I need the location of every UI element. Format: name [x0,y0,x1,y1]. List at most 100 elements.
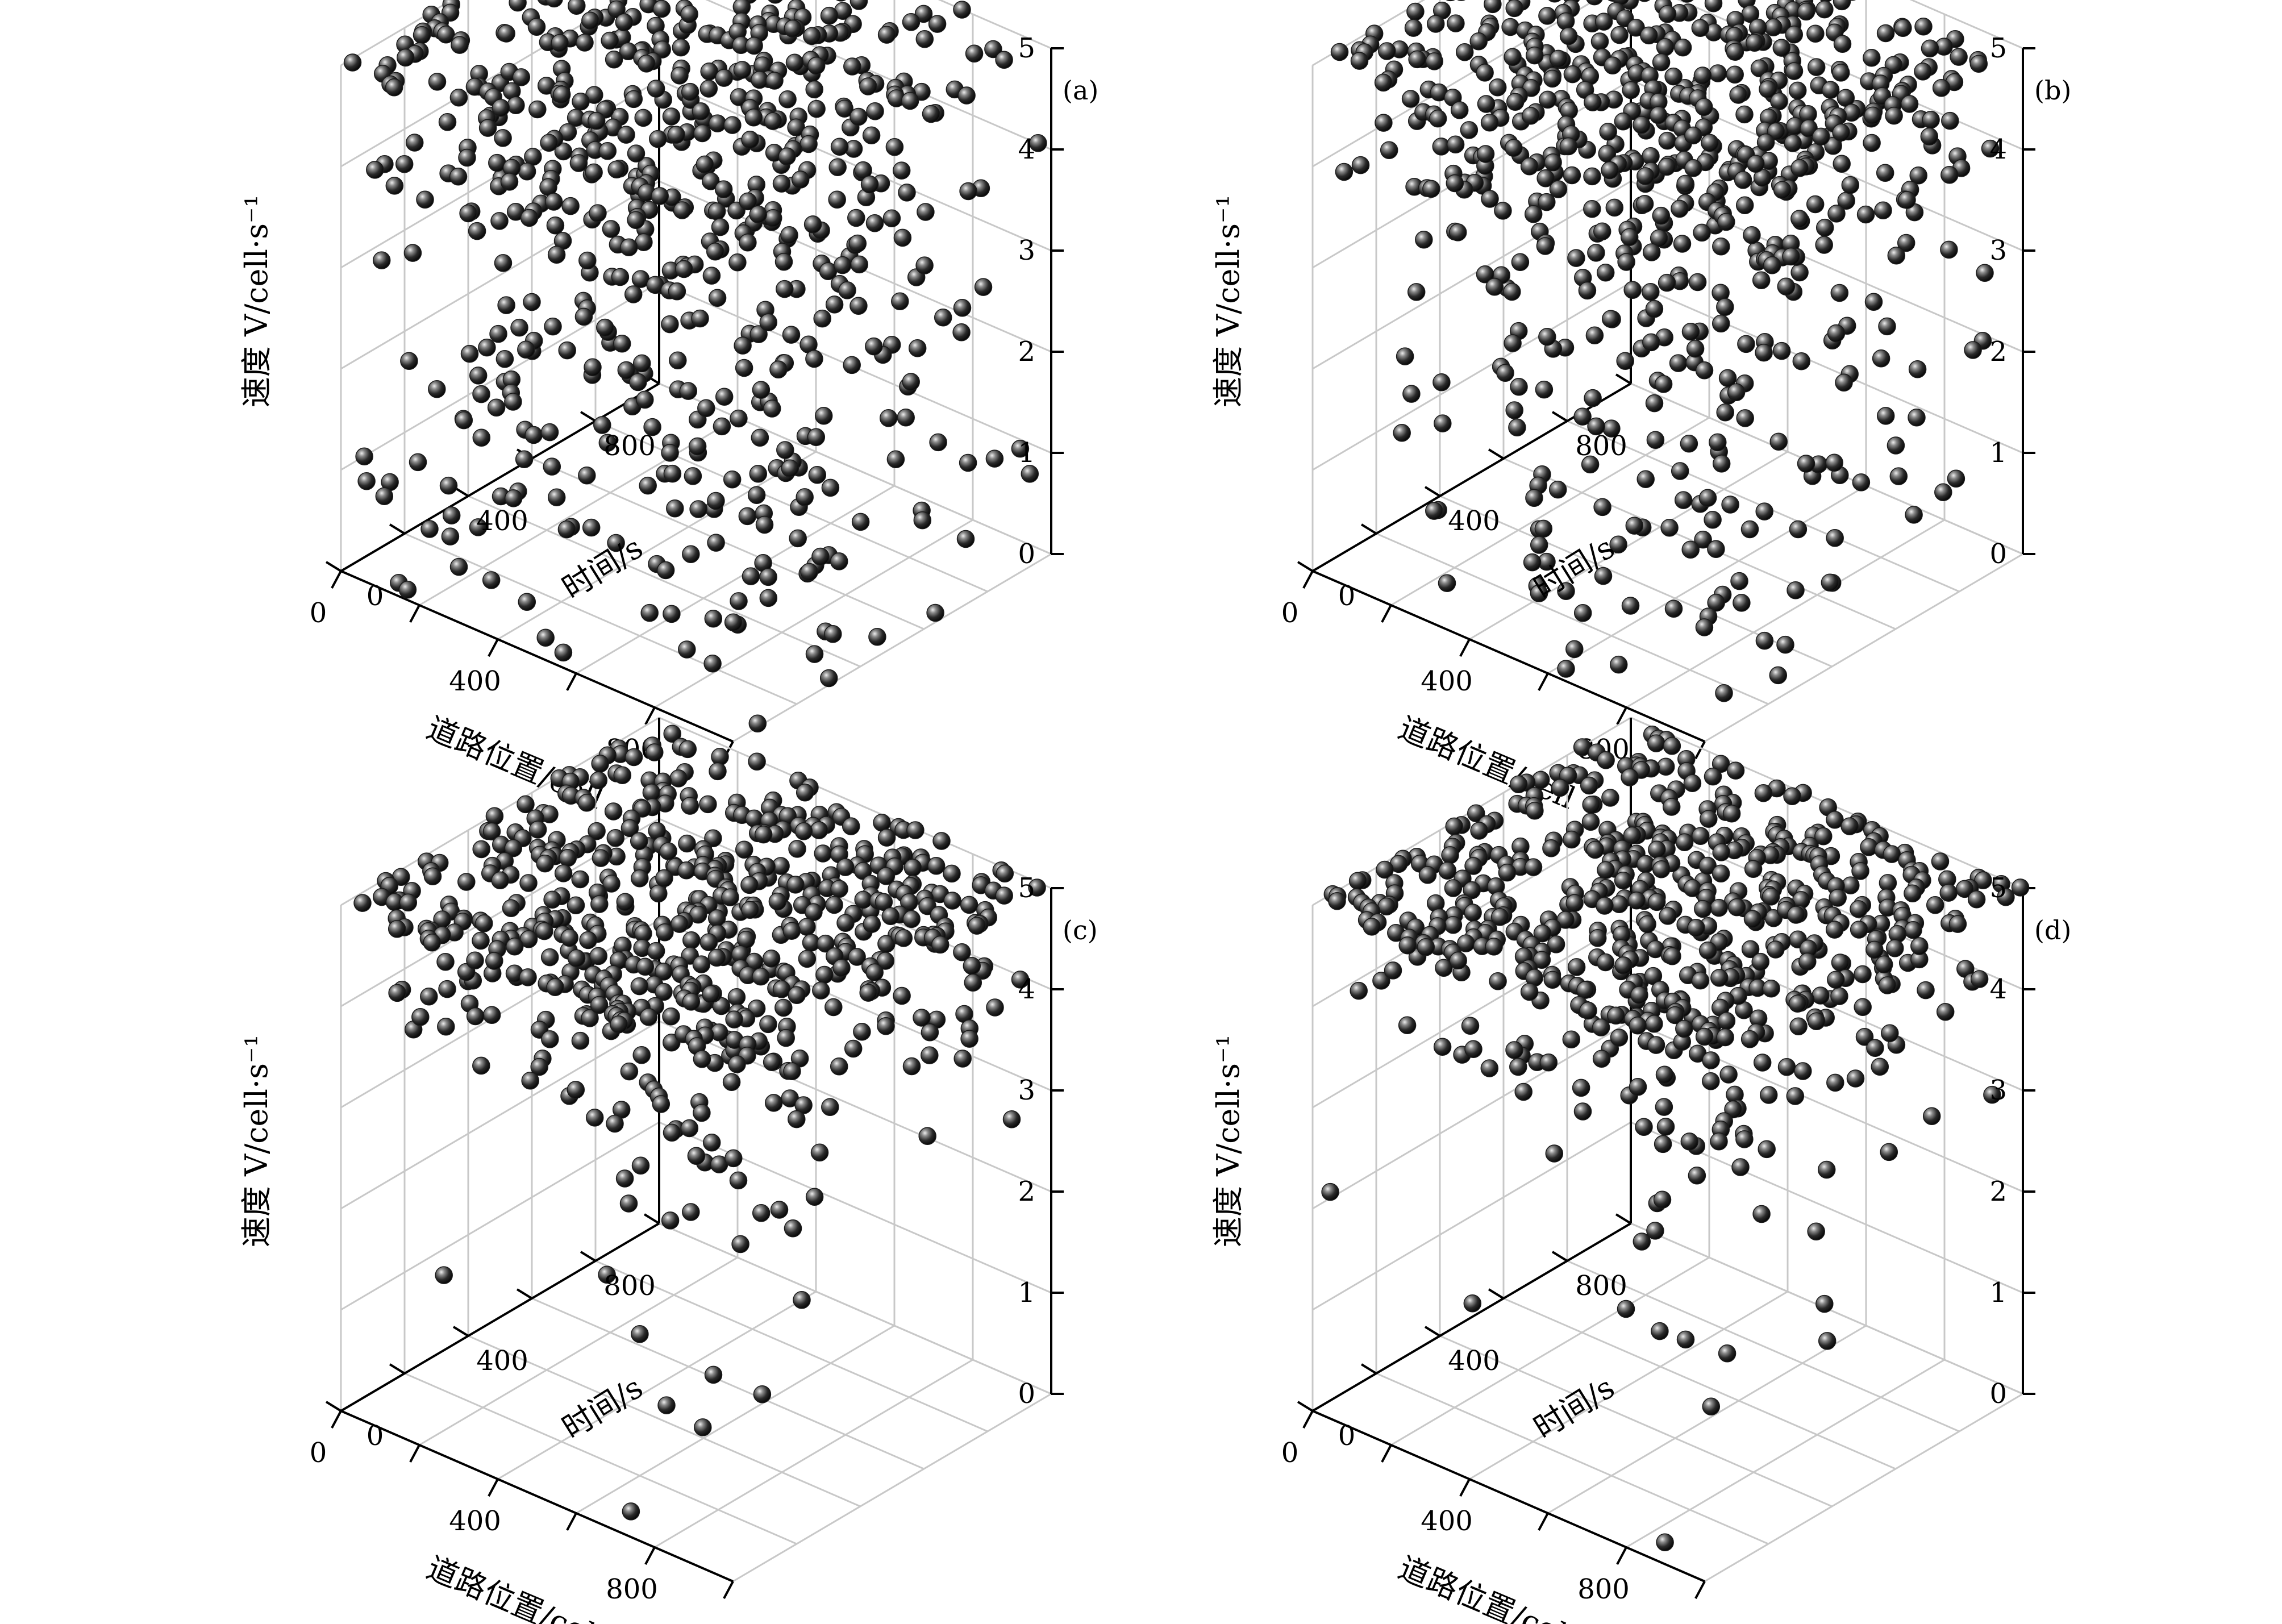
data-point [1669,354,1688,372]
x-tick-label: 800 [1577,1573,1630,1605]
data-point [1694,900,1712,918]
data-point [1931,852,1950,871]
data-point [659,842,677,860]
data-point [589,771,608,790]
data-point [1788,994,1807,1013]
data-point [751,70,769,89]
data-point [914,5,933,23]
data-point [489,324,507,343]
data-point [1476,265,1494,284]
data-point [1735,196,1754,215]
data-point [772,174,791,193]
data-point [1565,640,1584,659]
data-point [1797,455,1815,473]
data-point [1567,249,1585,267]
data-point [702,1134,721,1152]
z-tick-label: 5 [1989,32,2007,64]
data-point [731,1235,749,1254]
data-point [1646,431,1665,449]
data-point [466,1007,485,1026]
data-point [810,1143,829,1161]
data-point [1545,1144,1564,1163]
x-tick-label: 0 [1281,1437,1299,1469]
data-point [759,1015,777,1034]
floor-grid-line [1547,1325,1867,1514]
data-point [567,949,586,968]
y-tick [1488,448,1505,460]
data-point [974,278,993,296]
data-point [611,268,630,286]
data-point [793,1291,811,1309]
data-point [1806,195,1825,214]
data-point [1737,335,1755,353]
data-point [1629,1078,1647,1096]
data-point [1448,223,1467,241]
data-point [546,216,565,235]
data-point [1551,778,1569,797]
data-point [692,102,710,120]
data-point [581,11,599,30]
data-point [543,890,561,909]
data-point [744,108,763,127]
data-point [1826,529,1844,547]
data-point [1754,784,1773,802]
data-point [663,724,681,743]
data-point [926,603,944,622]
data-point [714,180,733,198]
data-point [649,884,668,903]
data-point [519,968,537,986]
floor-grid-line [1439,1335,1833,1508]
data-point [567,1081,585,1099]
data-point [1596,897,1614,915]
data-point [669,351,687,369]
data-point [843,57,861,76]
data-point [877,867,896,885]
y-tick [325,561,342,572]
data-point [497,296,515,314]
data-point [1850,921,1868,939]
data-point [953,298,972,317]
data-point [624,285,643,303]
data-point [568,0,586,15]
data-point [1504,334,1522,352]
data-point [652,0,671,18]
data-point [715,388,734,406]
data-point [778,147,796,166]
data-point [682,545,700,563]
data-point [1790,210,1809,228]
data-point [707,534,725,552]
x-tick [1459,1479,1471,1497]
data-point [663,605,681,623]
y-tick [643,1213,660,1225]
data-point [629,373,647,392]
data-point [821,1098,839,1117]
data-point [772,980,791,998]
panel-d-axes [1297,718,2035,1599]
data-point [1021,465,1039,483]
data-point [598,1265,616,1284]
data-point [1812,127,1830,146]
data-point [763,1053,781,1072]
floor-grid-line [1390,417,1710,606]
data-point [1520,157,1539,176]
data-point [631,1325,649,1343]
data-point [917,203,935,221]
data-point [752,967,770,986]
data-point [661,444,679,462]
data-point [1790,159,1809,177]
data-point [385,78,403,97]
data-point [1548,480,1567,499]
data-point [591,755,609,773]
data-point [915,30,934,48]
data-point [413,26,431,44]
data-point [1830,987,1848,1005]
z-tick-label: 0 [1018,1378,1035,1410]
data-point [1433,1038,1452,1056]
data-point [1680,0,1694,3]
data-point [842,817,860,835]
data-point [561,197,580,215]
data-point [1755,631,1774,650]
y-tick [1297,1401,1314,1412]
data-point [1785,26,1804,44]
data-point [554,864,573,882]
